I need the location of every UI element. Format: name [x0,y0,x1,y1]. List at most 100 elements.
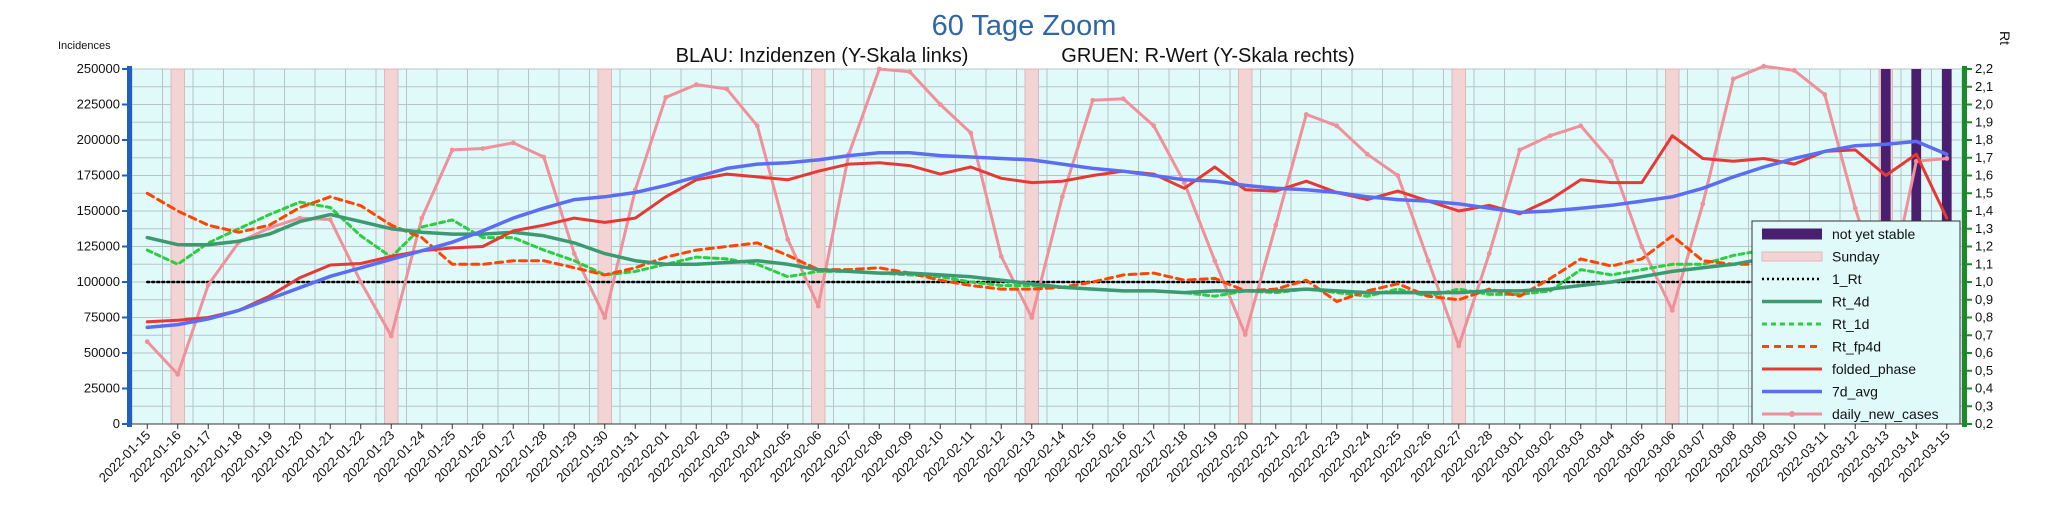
y-tick-label-right: 0,5 [1975,363,1993,378]
data-point-daily-new-cases [1547,133,1553,139]
y-tick-label-left: 250000 [77,61,120,76]
y-tick-label-right: 0,8 [1975,310,1993,325]
data-point-daily-new-cases [1425,258,1431,264]
data-point-daily-new-cases [815,303,821,309]
y-tick-label-right: 1,5 [1975,185,1993,200]
y-tick-label-right: 0,9 [1975,292,1993,307]
data-point-daily-new-cases [297,215,303,221]
sunday-band [384,68,399,425]
y-tick-label-right: 2,2 [1975,61,1993,76]
y-tick-label-right: 1,2 [1975,239,1993,254]
data-point-daily-new-cases [968,130,974,136]
data-point-daily-new-cases [1120,96,1126,102]
sunday-band [597,68,612,425]
y-tick-label-left: 175000 [77,168,120,183]
legend: not yet stable Sunday 1_Rt Rt_4d Rt_1d Rt_fp4… [1751,220,1961,425]
data-point-daily-new-cases [907,69,913,75]
legend-label-folded-phase: folded_phase [1832,361,1916,377]
data-point-daily-new-cases [541,154,547,160]
plot-area: 0 25000 50000 75000 100000 125000 150000 175000… [77,61,1993,485]
data-point-daily-new-cases [1730,76,1736,82]
data-point-daily-new-cases [1852,205,1858,211]
data-point-daily-new-cases [1395,173,1401,178]
data-point-daily-new-cases [1303,112,1309,117]
data-point-daily-new-cases [1761,63,1767,69]
chart-subtitle-left: BLAU: Inzidenzen (Y-Skala links) [676,45,969,67]
legend-swatch-not-yet-stable [1762,228,1822,240]
series-line-rt-fp4d [145,191,1949,323]
data-point-daily-new-cases [1578,123,1584,129]
data-point-daily-new-cases [1486,251,1492,256]
sunday-band [1451,68,1466,425]
y-tick-label-right: 1,1 [1975,256,1993,271]
y-tick-label-left: 125000 [77,239,120,254]
data-point-daily-new-cases [1212,258,1218,264]
y-tick-label-right: 0,3 [1975,398,1993,413]
data-point-daily-new-cases [480,146,486,151]
series-line-daily-new-cases [145,64,1949,376]
data-point-daily-new-cases [876,66,882,72]
data-point-daily-new-cases [1913,158,1919,164]
data-point-daily-new-cases [388,333,394,339]
data-point-daily-new-cases [1242,332,1248,337]
y-axis-right-line [1962,66,1967,427]
legend-swatch-sunday [1761,251,1823,262]
y-tick-label-right: 1,8 [1975,132,1993,147]
y-tick-label-right: 0,4 [1975,381,1993,396]
y-axis-left-label: Incidences [58,40,111,52]
data-point-daily-new-cases [1273,222,1279,228]
data-point-daily-new-cases [724,86,730,92]
sunday-band [1665,68,1680,425]
y-tick-label-left: 75000 [84,310,120,325]
legend-label-rt-4d: Rt_4d [1832,294,1869,310]
y-tick-label-right: 0,7 [1975,327,1993,342]
y-axis-left-line [127,66,132,427]
legend-label-not-yet-stable: not yet stable [1832,226,1915,242]
data-point-daily-new-cases [1791,68,1797,73]
data-point-daily-new-cases [144,339,150,345]
y-tick-label-right: 1,6 [1975,168,1993,183]
data-point-daily-new-cases [205,282,211,288]
chart-title: 60 Tage Zoom [932,10,1117,42]
data-point-daily-new-cases [1639,244,1645,249]
data-point-daily-new-cases [1944,156,1950,161]
y-tick-label-right: 2,0 [1975,97,1993,112]
y-tick-label-left: 100000 [77,274,120,289]
data-point-daily-new-cases [1517,147,1523,153]
sunday-band [811,68,826,425]
data-point-daily-new-cases [998,254,1004,259]
series-line-rt-4d [145,212,1949,295]
legend-label-daily-new-cases: daily_new_cases [1832,406,1939,422]
y-tick-label-right: 0,2 [1975,416,1993,431]
y-tick-label-left: 50000 [84,345,120,360]
data-point-daily-new-cases [602,315,608,320]
data-point-daily-new-cases [1364,151,1370,157]
data-point-daily-new-cases [266,225,272,231]
legend-marker-daily-new-cases [1789,411,1795,417]
data-point-daily-new-cases [175,371,181,377]
data-point-daily-new-cases [1151,123,1157,129]
y-tick-label-right: 1,4 [1975,203,1993,218]
data-point-daily-new-cases [510,140,516,146]
series-line-7d-avg [145,139,1949,330]
y-tick-label-right: 0,6 [1975,345,1993,360]
legend-label-rt-fp4d: Rt_fp4d [1832,339,1881,355]
data-point-daily-new-cases [1608,158,1614,164]
data-point-daily-new-cases [1059,194,1065,200]
y-tick-label-left: 150000 [77,203,120,218]
legend-label-1-rt: 1_Rt [1832,271,1862,287]
y-tick-label-left: 225000 [77,97,120,112]
y-tick-label-right: 2,1 [1975,79,1993,94]
sunday-band [1024,68,1039,425]
data-point-daily-new-cases [1822,92,1828,97]
y-tick-label-right: 1,3 [1975,221,1993,236]
data-point-daily-new-cases [358,279,364,285]
y-axis-right-label: Rt [1997,31,2013,45]
data-point-daily-new-cases [1456,343,1462,349]
data-point-daily-new-cases [1090,97,1096,103]
y-tick-label-left: 25000 [84,381,120,396]
legend-label-sunday: Sunday [1832,249,1879,265]
series-line-folded-phase [145,134,1949,324]
data-point-daily-new-cases [1669,308,1675,313]
